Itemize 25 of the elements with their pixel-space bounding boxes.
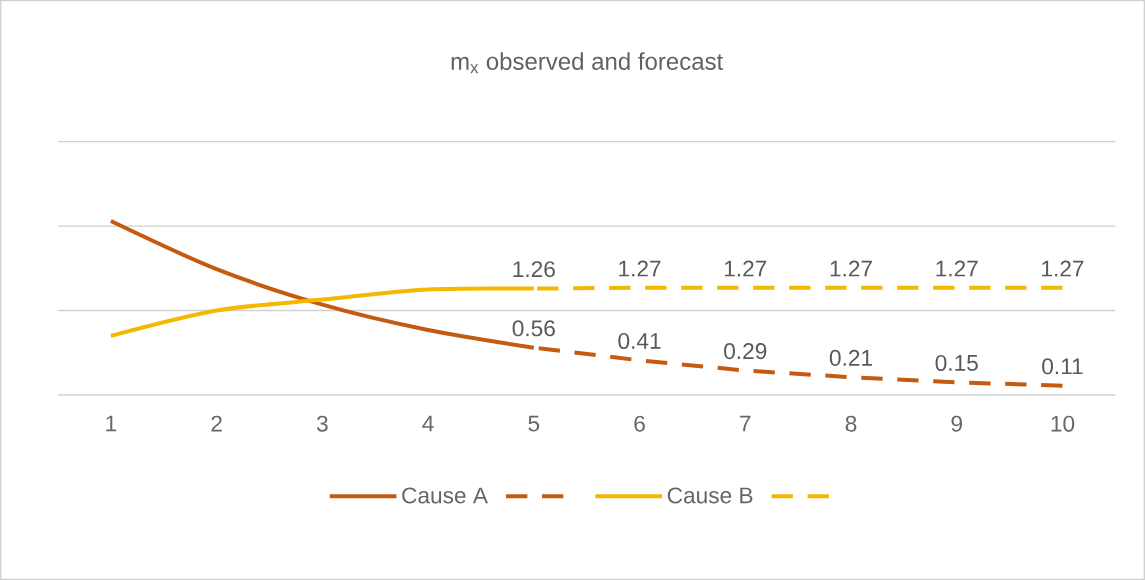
data-label: 1.27 <box>1042 260 1084 277</box>
legend-label: Cause B <box>667 487 753 504</box>
data-label: 0.56 <box>512 320 555 337</box>
x-tick-label: 1 <box>106 415 117 432</box>
x-tick-label: 10 <box>1051 415 1075 432</box>
data-label: 1.27 <box>936 260 978 277</box>
chart-title: m$_{x}$ observed and forecast <box>451 52 724 74</box>
data-label: 1.26 <box>513 261 555 278</box>
data-label: 0.15 <box>935 354 978 371</box>
data-label: 0.21 <box>829 349 872 366</box>
legend-label: Cause A <box>402 487 488 504</box>
data-label: 1.27 <box>830 260 872 277</box>
data-label: 1.27 <box>619 260 661 277</box>
x-tick-label: 8 <box>845 415 857 432</box>
data-label: 0.11 <box>1042 358 1083 375</box>
x-tick-label: 7 <box>740 415 751 432</box>
data-label: 1.27 <box>724 260 767 277</box>
x-tick-label: 5 <box>528 415 540 432</box>
data-label: 0.41 <box>618 332 661 349</box>
x-tick-label: 6 <box>634 415 645 432</box>
x-tick-label: 9 <box>951 415 962 432</box>
data-label: 0.29 <box>724 343 767 360</box>
x-tick-label: 3 <box>316 415 328 432</box>
x-tick-label: 4 <box>422 415 434 432</box>
x-tick-label: 2 <box>211 415 222 432</box>
